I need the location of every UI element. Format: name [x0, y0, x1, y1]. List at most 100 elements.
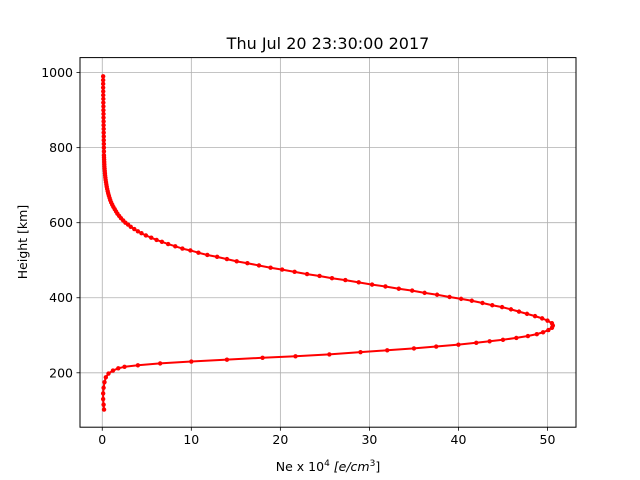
data-point	[534, 331, 540, 337]
data-point	[149, 235, 154, 240]
data-point	[101, 385, 106, 391]
x-axis-label-text: Ne x 10	[276, 459, 324, 474]
data-point	[293, 354, 298, 359]
data-point	[188, 248, 193, 253]
x-axis-label: Ne x 104 [e/cm3]	[276, 459, 380, 474]
data-point	[101, 130, 106, 135]
data-point	[260, 355, 265, 360]
data-point	[103, 375, 109, 380]
x-tick-label: 30	[361, 432, 377, 447]
x-axis-label-exponent: 4	[324, 459, 330, 469]
data-point	[540, 330, 546, 335]
data-point	[224, 357, 230, 362]
x-axis-label-unit-open: [e/cm	[330, 459, 370, 474]
data-point	[135, 229, 141, 234]
data-point	[545, 318, 550, 323]
x-axis: 0 10 20 30 40 50	[98, 427, 556, 447]
data-point	[101, 89, 106, 94]
data-point	[304, 271, 310, 277]
data-point	[205, 252, 210, 258]
data-point	[356, 280, 361, 285]
data-point	[101, 126, 106, 132]
data-point	[256, 263, 262, 268]
data-point	[268, 265, 273, 270]
data-point	[101, 92, 106, 98]
data-point	[143, 233, 149, 238]
y-tick-label: 400	[49, 290, 73, 305]
data-point	[343, 277, 348, 283]
data-point	[101, 115, 106, 120]
data-point	[189, 359, 194, 364]
data-point	[101, 152, 107, 158]
data-point	[499, 304, 505, 310]
data-point	[411, 346, 417, 351]
data-point	[101, 107, 106, 113]
data-point	[100, 77, 106, 83]
data-point	[409, 288, 415, 293]
data-point	[101, 104, 106, 109]
data-point	[100, 74, 106, 79]
data-point	[508, 307, 514, 312]
grid	[80, 57, 576, 428]
data-point	[101, 407, 107, 412]
data-point	[122, 364, 127, 369]
data-point	[292, 269, 297, 275]
x-tick-label: 20	[272, 432, 288, 447]
data-point	[101, 149, 107, 154]
x-tick-label: 50	[540, 432, 556, 447]
data-point	[101, 96, 106, 102]
data-point	[101, 145, 107, 150]
data-point	[100, 85, 106, 90]
data-point	[546, 327, 551, 333]
data-point	[434, 292, 440, 297]
data-point	[132, 226, 137, 232]
plot-frame	[79, 57, 577, 428]
data-point	[385, 348, 390, 353]
data-point	[469, 298, 475, 303]
data-point	[101, 402, 106, 407]
data-point	[224, 256, 230, 262]
data-point	[139, 231, 144, 236]
y-axis-label: Height [km]	[15, 205, 30, 279]
data-point	[234, 259, 239, 264]
data-point	[101, 119, 106, 124]
y-axis: 200 400 600 800 1000	[41, 65, 80, 380]
data-point	[214, 254, 220, 260]
series-layer	[100, 74, 556, 412]
data-point	[358, 349, 363, 355]
y-tick-label: 600	[49, 215, 73, 230]
chart-title: Thu Jul 20 23:30:00 2017	[226, 34, 430, 53]
data-point	[327, 352, 332, 357]
y-tick-label: 800	[49, 140, 73, 155]
data-point	[329, 276, 335, 281]
x-tick-label: 40	[451, 432, 467, 447]
data-point	[383, 284, 388, 289]
data-point	[116, 366, 121, 371]
data-point	[369, 282, 375, 287]
data-point	[180, 246, 185, 251]
data-point	[101, 141, 107, 147]
data-point	[279, 267, 285, 272]
data-point	[102, 379, 107, 385]
data-point	[154, 237, 159, 243]
data-point	[480, 300, 485, 306]
data-point	[539, 316, 545, 321]
data-point	[516, 309, 522, 314]
data-point	[525, 333, 531, 339]
data-point	[514, 335, 519, 341]
data-point	[458, 296, 464, 302]
data-point	[100, 396, 106, 402]
data-point	[447, 294, 452, 300]
data-point	[101, 122, 106, 128]
data-point	[549, 321, 555, 326]
data-point	[100, 81, 106, 87]
x-tick-label: 10	[183, 432, 199, 447]
x-tick-label: 0	[98, 432, 106, 447]
data-point	[101, 137, 106, 143]
data-point	[165, 241, 171, 247]
data-point	[157, 361, 163, 366]
data-point	[106, 371, 111, 376]
data-point	[456, 342, 461, 347]
